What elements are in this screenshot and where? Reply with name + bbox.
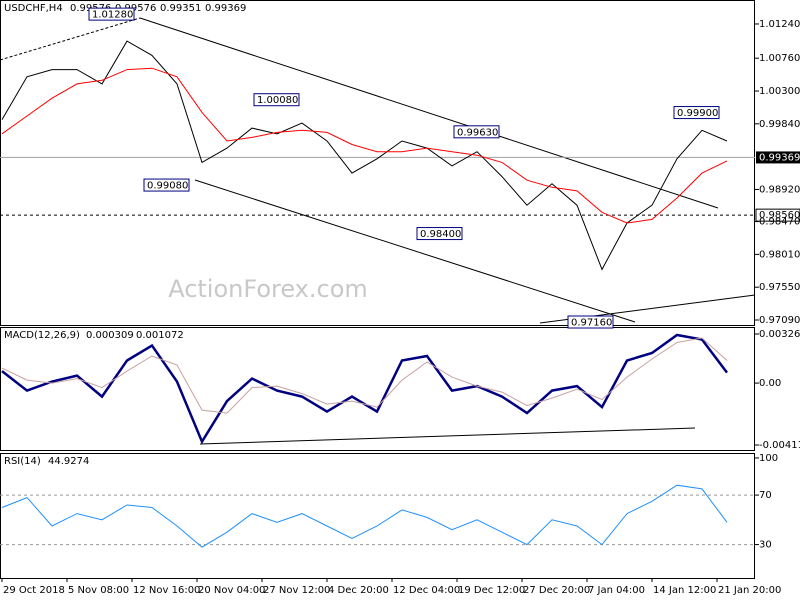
y-tick-label: 1.01240 [759, 19, 800, 30]
panel-title: MACD(12,26,9) [4, 330, 80, 341]
annotation-box [253, 93, 300, 107]
x-tick-label: 7 Jan 04:00 [588, 585, 645, 596]
series-line [1, 337, 728, 414]
y-tick-label: 0.98470 [759, 217, 800, 228]
x-tick-label: 19 Dec 12:00 [458, 585, 525, 596]
annotation-box [673, 106, 720, 120]
series-line [1, 40, 728, 271]
series-line [1, 484, 728, 548]
x-tick-label: 27 Dec 20:00 [523, 585, 590, 596]
watermark: ActionForex.com [168, 275, 368, 303]
ohlc-value: 0.99576 [115, 3, 156, 14]
annotation-label: 0.99080 [147, 181, 188, 192]
panel-title: USDCHF,H4 [4, 3, 63, 14]
readout: 0.000309 [86, 330, 134, 341]
annotation-label: 0.99900 [677, 108, 718, 119]
annotation-label: 0.97160 [571, 318, 612, 329]
annotation-box [416, 227, 463, 241]
trend-line [139, 17, 719, 209]
series-line [1, 333, 728, 445]
y-tick-label: 0.98920 [759, 184, 800, 195]
series-line [1, 67, 728, 224]
x-tick-label: 29 Oct 2018 [3, 585, 65, 596]
annotation-box [143, 178, 190, 192]
y-tick-label: 70 [759, 490, 772, 501]
y-tick-label: 0.99840 [759, 119, 800, 130]
y-tick-label: 1.00300 [759, 86, 800, 97]
y-tick-label: -0.004119 [759, 440, 800, 451]
annotation-label: 0.98400 [420, 229, 461, 240]
y-tick-label: 1.00760 [759, 53, 800, 64]
annotation-box [88, 7, 135, 21]
level-box [755, 208, 800, 222]
ohlc-value: 0.99369 [205, 3, 246, 14]
x-tick-label: 27 Nov 12:00 [263, 585, 330, 596]
x-tick-label: 21 Jan 20:00 [718, 585, 781, 596]
last-price-box [756, 151, 800, 164]
y-tick-label: 100 [759, 453, 778, 464]
annotation-box [567, 315, 614, 329]
x-tick-label: 12 Dec 04:00 [393, 585, 460, 596]
y-tick-label: 30 [759, 540, 772, 551]
readout: 0.001072 [136, 330, 184, 341]
last-price-label: 0.99369 [759, 152, 800, 163]
y-tick-label: 0.98010 [759, 249, 800, 260]
trend-line [0, 17, 141, 61]
ohlc-value: 0.99351 [160, 3, 201, 14]
y-tick-label: 0.97090 [759, 315, 800, 326]
annotation-label: 1.00080 [257, 95, 298, 106]
trend-line [194, 179, 636, 323]
annotation-label: 0.99630 [457, 127, 498, 138]
x-tick-label: 4 Dec 20:00 [328, 585, 389, 596]
annotation-box [453, 125, 500, 139]
level-label: 0.98560 [759, 210, 800, 221]
trend-line [199, 427, 696, 445]
rsi-panel [0, 453, 755, 579]
x-tick-label: 5 Nov 08:00 [68, 585, 129, 596]
y-tick-label: 0.97550 [759, 282, 800, 293]
price-panel [0, 0, 755, 326]
panel-title: RSI(14) [4, 456, 41, 467]
x-tick-label: 12 Nov 16:00 [133, 585, 200, 596]
x-tick-label: 14 Jan 12:00 [653, 585, 716, 596]
y-tick-label: 0.003265 [759, 329, 800, 340]
x-tick-label: 20 Nov 04:00 [198, 585, 265, 596]
annotation-label: 1.01280 [92, 10, 133, 21]
y-tick-label: 0.00 [759, 378, 781, 389]
readout: 44.9274 [48, 456, 89, 467]
macd-panel [0, 327, 755, 451]
